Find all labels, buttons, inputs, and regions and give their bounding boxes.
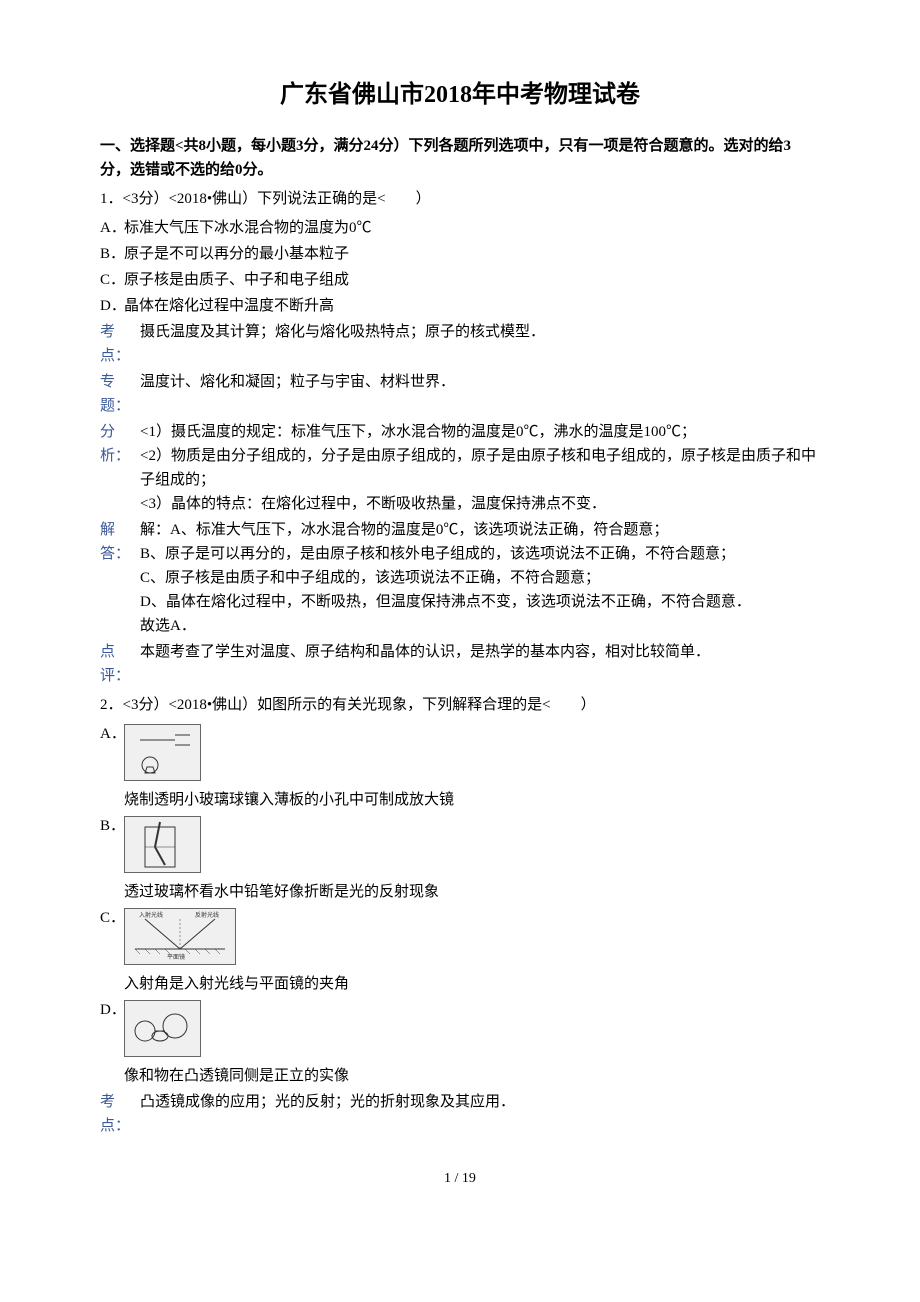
option-label: C． <box>100 906 124 930</box>
q2-b-text: 透过玻璃杯看水中铅笔好像折断是光的反射现象 <box>124 880 820 904</box>
fenxi-line: <2）物质是由分子组成的，分子是由原子组成的，原子是由原子核和电子组成的，原子核… <box>140 444 820 492</box>
fenxi-content: <1）摄氏温度的规定：标准气压下，冰水混合物的温度是0℃，沸水的温度是100℃；… <box>140 420 820 516</box>
jieda-line: 解：A、标准大气压下，冰水混合物的温度是0℃，该选项说法正确，符合题意； <box>140 518 820 542</box>
q1-jieda: 解答： 解：A、标准大气压下，冰水混合物的温度是0℃，该选项说法正确，符合题意；… <box>100 518 820 638</box>
kaodian-content: 凸透镜成像的应用；光的反射；光的折射现象及其应用． <box>140 1090 820 1114</box>
q1-option-a: A． 标准大气压下冰水混合物的温度为0℃ <box>100 216 820 240</box>
q1-fenxi: 分析： <1）摄氏温度的规定：标准气压下，冰水混合物的温度是0℃，沸水的温度是1… <box>100 420 820 516</box>
q2-kaodian: 考点： 凸透镜成像的应用；光的反射；光的折射现象及其应用． <box>100 1090 820 1138</box>
q2-stem: 2．<3分）<2018•佛山）如图所示的有关光现象，下列解释合理的是< ） <box>100 693 820 717</box>
q1-stem: 1．<3分）<2018•佛山）下列说法正确的是< ） <box>100 187 820 211</box>
option-content: 原子核是由质子、中子和电子组成 <box>124 268 820 292</box>
q2-option-a: A． 烧制透明小玻璃球镶入薄板的小孔中可制成放大镜 <box>100 722 820 812</box>
option-label: A． <box>100 216 124 240</box>
page-footer: 1 / 19 <box>100 1168 820 1190</box>
jieda-line: D、晶体在熔化过程中，不断吸热，但温度保持沸点不变，该选项说法不正确，不符合题意… <box>140 590 820 614</box>
option-content: 像和物在凸透镜同侧是正立的实像 <box>124 998 820 1088</box>
option-label: B． <box>100 242 124 266</box>
jieda-line: 故选A． <box>140 614 820 638</box>
option-content: 烧制透明小玻璃球镶入薄板的小孔中可制成放大镜 <box>124 722 820 812</box>
jieda-line: C、原子核是由质子和中子组成的，该选项说法不正确，不符合题意； <box>140 566 820 590</box>
kaodian-label: 考点： <box>100 320 140 368</box>
q2-option-c: C． 入射光线 反射光线 平面镜 <box>100 906 820 996</box>
option-content: 入射光线 反射光线 平面镜 入射角是入射光线与平面镜的夹角 <box>124 906 820 996</box>
q1-option-b: B． 原子是不可以再分的最小基本粒子 <box>100 242 820 266</box>
jieda-content: 解：A、标准大气压下，冰水混合物的温度是0℃，该选项说法正确，符合题意； B、原… <box>140 518 820 638</box>
svg-text:入射光线: 入射光线 <box>139 911 163 919</box>
q2-b-image-icon <box>124 816 201 873</box>
q2-a-text: 烧制透明小玻璃球镶入薄板的小孔中可制成放大镜 <box>124 788 820 812</box>
option-label: D． <box>100 998 124 1022</box>
jieda-label: 解答： <box>100 518 140 566</box>
q1-option-c: C． 原子核是由质子、中子和电子组成 <box>100 268 820 292</box>
q2-d-image-icon <box>124 1000 201 1057</box>
svg-text:反射光线: 反射光线 <box>195 911 219 919</box>
zhuanti-content: 温度计、熔化和凝固；粒子与宇宙、材料世界． <box>140 370 820 394</box>
dianping-content: 本题考查了学生对温度、原子结构和晶体的认识，是热学的基本内容，相对比较简单． <box>140 640 820 664</box>
kaodian-content: 摄氏温度及其计算；熔化与熔化吸热特点；原子的核式模型． <box>140 320 820 344</box>
q2-a-image-icon <box>124 724 201 781</box>
q1-option-d: D． 晶体在熔化过程中温度不断升高 <box>100 294 820 318</box>
fenxi-line: <1）摄氏温度的规定：标准气压下，冰水混合物的温度是0℃，沸水的温度是100℃； <box>140 420 820 444</box>
question-2: 2．<3分）<2018•佛山）如图所示的有关光现象，下列解释合理的是< ） A．… <box>100 693 820 1138</box>
q2-option-d: D． 像和物在凸透镜同侧是正立的实像 <box>100 998 820 1088</box>
fenxi-line: <3）晶体的特点：在熔化过程中，不断吸收热量，温度保持沸点不变． <box>140 492 820 516</box>
option-label: B． <box>100 814 124 838</box>
option-content: 透过玻璃杯看水中铅笔好像折断是光的反射现象 <box>124 814 820 904</box>
kaodian-label: 考点： <box>100 1090 140 1138</box>
option-label: C． <box>100 268 124 292</box>
section-header: 一、选择题<共8小题，每小题3分，满分24分）下列各题所列选项中，只有一项是符合… <box>100 134 820 182</box>
option-content: 标准大气压下冰水混合物的温度为0℃ <box>124 216 820 240</box>
q1-kaodian: 考点： 摄氏温度及其计算；熔化与熔化吸热特点；原子的核式模型． <box>100 320 820 368</box>
page-title: 广东省佛山市2018年中考物理试卷 <box>100 76 820 114</box>
zhuanti-label: 专题： <box>100 370 140 418</box>
q2-option-b: B． 透过玻璃杯看水中铅笔好像折断是光的反射现象 <box>100 814 820 904</box>
question-1: 1．<3分）<2018•佛山）下列说法正确的是< ） A． 标准大气压下冰水混合… <box>100 187 820 688</box>
q2-c-text: 入射角是入射光线与平面镜的夹角 <box>124 972 820 996</box>
q1-dianping: 点评： 本题考查了学生对温度、原子结构和晶体的认识，是热学的基本内容，相对比较简… <box>100 640 820 688</box>
q1-zhuanti: 专题： 温度计、熔化和凝固；粒子与宇宙、材料世界． <box>100 370 820 418</box>
svg-text:平面镜: 平面镜 <box>167 953 185 961</box>
option-content: 原子是不可以再分的最小基本粒子 <box>124 242 820 266</box>
fenxi-label: 分析： <box>100 420 140 468</box>
option-label: A． <box>100 722 124 746</box>
q2-c-image-icon: 入射光线 反射光线 平面镜 <box>124 908 236 965</box>
dianping-label: 点评： <box>100 640 140 688</box>
option-label: D． <box>100 294 124 318</box>
jieda-line: B、原子是可以再分的，是由原子核和核外电子组成的，该选项说法不正确，不符合题意； <box>140 542 820 566</box>
option-content: 晶体在熔化过程中温度不断升高 <box>124 294 820 318</box>
q2-d-text: 像和物在凸透镜同侧是正立的实像 <box>124 1064 820 1088</box>
